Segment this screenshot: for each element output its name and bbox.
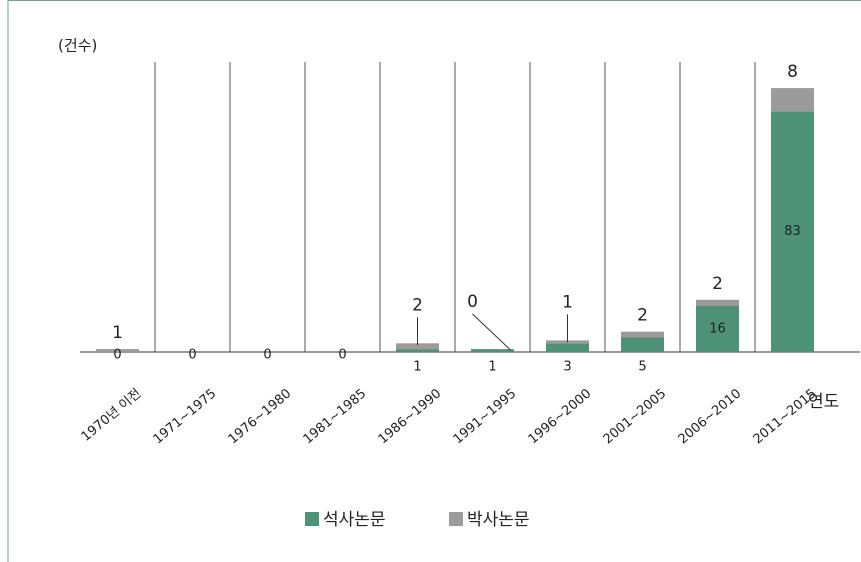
legend-swatch	[449, 512, 463, 526]
y-axis-label: (건수)	[58, 37, 97, 55]
x-tick-label: 1991~1995	[451, 386, 520, 447]
x-tick-label: 1986~1990	[376, 386, 445, 447]
bar-segment	[471, 349, 514, 352]
bar-segment	[696, 305, 739, 352]
x-axis-label: 연도	[808, 392, 839, 412]
data-label: 2	[412, 295, 423, 315]
legend-label: 박사논문	[467, 510, 530, 530]
bar-segment	[396, 343, 439, 350]
data-label: 2	[712, 274, 723, 294]
x-tick-label: 2001~2005	[601, 386, 670, 447]
bar-segment	[621, 331, 664, 338]
x-tick-label: 1970년 이전	[79, 386, 145, 444]
data-label: 16	[709, 321, 726, 336]
frame	[7, 0, 861, 562]
leader-line	[472, 313, 511, 351]
x-tick-label: 2011~2015	[751, 386, 820, 447]
data-label: 0	[188, 348, 196, 363]
data-label: 0	[113, 348, 121, 363]
x-tick-label: 1971~1975	[151, 386, 220, 447]
x-tick-label: 1976~1980	[226, 386, 295, 447]
bar-segment	[771, 111, 814, 352]
legend-swatch	[305, 512, 319, 526]
bar-segment	[621, 337, 664, 352]
data-label: 3	[563, 360, 571, 375]
data-label: 2	[637, 306, 648, 326]
data-label: 83	[784, 224, 801, 239]
data-label: 1	[488, 360, 496, 375]
bar-segment	[96, 349, 139, 352]
data-label: 0	[467, 292, 478, 312]
data-label: 0	[263, 348, 271, 363]
x-tick-label: 1981~1985	[301, 386, 370, 447]
x-tick-label: 1996~2000	[526, 386, 595, 447]
data-label: 1	[112, 323, 123, 343]
bar-segment	[696, 299, 739, 306]
bar-segment	[546, 343, 589, 352]
bar-segment	[771, 88, 814, 112]
legend-label: 석사논문	[323, 510, 386, 530]
data-label: 1	[413, 360, 421, 375]
x-tick-label: 2006~2010	[676, 386, 745, 447]
data-label: 5	[638, 360, 646, 375]
bar-segment	[396, 349, 439, 352]
data-label: 0	[338, 348, 346, 363]
data-label: 1	[562, 292, 573, 312]
data-label: 8	[787, 62, 798, 82]
